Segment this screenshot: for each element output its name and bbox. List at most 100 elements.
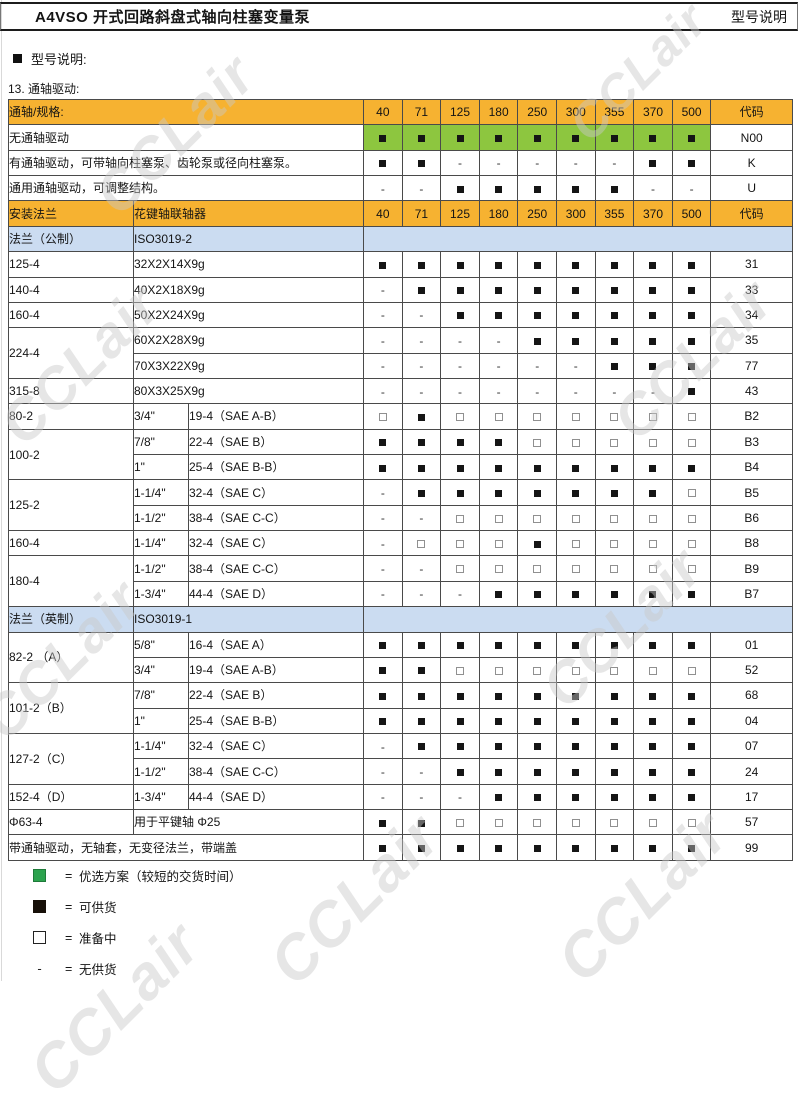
marker-cell [401, 403, 442, 430]
marker-open-icon [417, 540, 426, 549]
marker-cell [633, 403, 673, 430]
marker-cell [440, 251, 480, 278]
marker-cell [517, 175, 557, 202]
marker-filled-icon [688, 464, 696, 472]
shaft-cell: 7/8" [133, 428, 189, 456]
marker-filled-icon [649, 312, 657, 320]
code-cell: 43 [710, 377, 793, 405]
section-fill-cell [363, 225, 793, 253]
size-header-cell: 40 [363, 200, 403, 227]
marker-cell [363, 656, 403, 684]
marker-cell [440, 732, 480, 760]
shaft-cell: 70X3X22X9g [132, 352, 365, 379]
coupling-cell: 22-4（SAE B） [187, 428, 365, 456]
code-cell: K [710, 149, 793, 177]
marker-cell [478, 454, 519, 481]
marker-cell [633, 758, 673, 785]
marker-filled-icon [572, 642, 580, 650]
coupling-cell: 32-4（SAE C） [187, 530, 365, 557]
marker-open-icon [648, 438, 657, 447]
table-row: 160-4 50X2X24X9g - -34 [8, 301, 793, 329]
marker-filled-icon [495, 768, 503, 776]
flange-cell: 180-4 [8, 555, 134, 608]
marker-cell [556, 682, 596, 709]
legend: = 优选方案（较短的交货时间） = 可供货 = 准备中 - = 无供货 [33, 869, 242, 993]
marker-cell [440, 479, 480, 506]
marker-cell [517, 682, 557, 709]
marker-cell [671, 834, 712, 861]
marker-open-icon [610, 514, 619, 523]
marker-cell [633, 732, 673, 760]
marker-cell: - [363, 758, 403, 785]
code-cell: 35 [710, 327, 793, 354]
marker-filled-icon [572, 844, 580, 852]
marker-filled-icon [688, 287, 696, 295]
section-label-cell: 法兰（公制） [8, 225, 134, 253]
table-row: 1" 25-4（SAE B-B） 04 [9, 707, 793, 734]
marker-cell [556, 834, 596, 861]
code-cell: 31 [710, 251, 793, 278]
marker-dash: - [458, 384, 463, 399]
marker-dash: - [689, 181, 694, 196]
shaft-cell: 3/4" [133, 656, 189, 684]
code-cell: 04 [710, 707, 793, 734]
marker-filled-icon [379, 642, 387, 650]
marker-filled-icon [417, 287, 425, 295]
marker-open-icon [494, 540, 503, 549]
page-header: A4VSO 开式回路斜盘式轴向柱塞变量泵 型号说明 [0, 2, 798, 31]
marker-filled-icon [495, 743, 503, 751]
marker-cell [556, 555, 596, 582]
marker-cell [671, 124, 712, 151]
legend-equals: = [65, 899, 73, 914]
marker-cell [594, 327, 635, 354]
marker-filled-icon [495, 464, 503, 472]
legend-dash-icon: - [37, 961, 42, 976]
marker-filled-icon [572, 134, 580, 142]
marker-dash: - [535, 156, 540, 171]
marker-cell [556, 504, 596, 532]
marker-filled-icon [456, 261, 464, 269]
marker-cell [633, 834, 673, 861]
table-row: 125-4 32X2X14X9g 31 [8, 251, 793, 278]
shaft-cell: 1-1/2" [133, 504, 189, 532]
marker-cell: - [363, 276, 403, 303]
marker-filled-icon [688, 312, 696, 320]
marker-filled-icon [417, 718, 425, 726]
marker-cell [671, 580, 712, 608]
marker-cell: - [363, 479, 403, 506]
page-edge-line [1, 0, 2, 981]
marker-open-icon [687, 666, 696, 675]
code-cell: B7 [710, 580, 793, 608]
marker-cell: - [363, 580, 403, 608]
marker-filled-icon [456, 718, 464, 726]
marker-cell [363, 251, 403, 278]
marker-cell [363, 149, 403, 177]
table-row: 101-2（B） 7/8" 22-4（SAE B） 68 [8, 682, 793, 734]
section-row: 法兰（公制） ISO3019-2 [8, 225, 793, 253]
marker-filled-icon [610, 743, 618, 751]
section-standard-cell: ISO3019-1 [132, 606, 365, 633]
marker-cell [517, 403, 557, 430]
marker-cell: - [363, 783, 403, 811]
marker-filled-icon [688, 337, 696, 345]
legend-equals: = [65, 961, 73, 976]
marker-cell [478, 783, 519, 811]
marker-cell [401, 656, 442, 684]
section-row: 法兰（英制） ISO3019-1 [8, 606, 793, 633]
marker-cell: - [401, 555, 442, 582]
marker-filled-icon [417, 844, 425, 852]
table-row: 1-1/2" 38-4（SAE C-C） - -24 [9, 758, 793, 785]
marker-dash: - [380, 485, 385, 500]
marker-cell [594, 580, 635, 608]
drive-label-cell: 通用通轴驱动，可调整结构。 [7, 175, 365, 202]
marker-cell: - [363, 504, 403, 532]
coupling-cell: 19-4（SAE A-B） [187, 403, 365, 430]
table-row: 1-3/4" 44-4（SAE D） - - - B7 [9, 580, 793, 608]
marker-dash: - [380, 536, 385, 551]
marker-filled-icon [572, 337, 580, 345]
marker-filled-icon [610, 591, 618, 599]
marker-filled-icon [572, 591, 580, 599]
legend-equals: = [65, 930, 73, 945]
marker-cell [671, 403, 712, 430]
marker-cell [671, 479, 712, 506]
